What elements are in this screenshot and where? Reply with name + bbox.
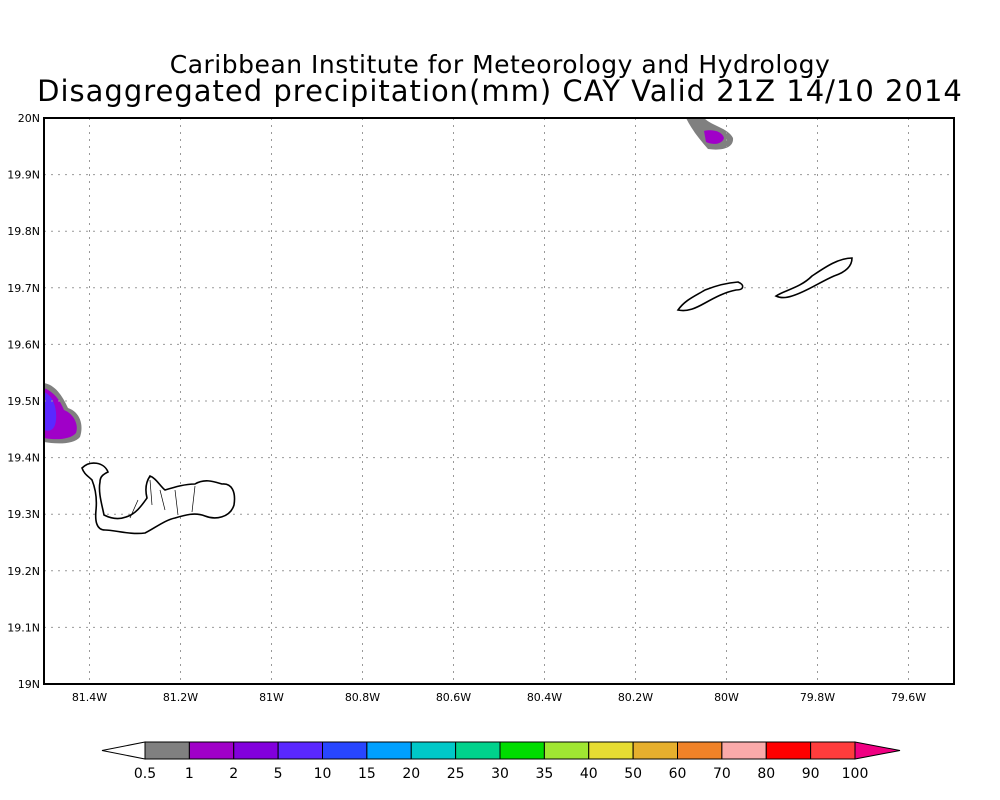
colorbar-label: 50 (624, 766, 642, 782)
colorbar-box (765, 741, 812, 760)
colorbar-label: 5 (274, 766, 283, 782)
colorbar-box (543, 741, 590, 760)
colorbar-box (188, 741, 235, 760)
lat-tick-label: 20N (18, 112, 40, 125)
map-subtitle: Disaggregated precipitation(mm) CAY Vali… (37, 74, 963, 108)
colorbar-label: 40 (580, 766, 598, 782)
lon-tick-label: 80.8W (345, 691, 380, 704)
colorbar-label: 0.5 (134, 766, 156, 782)
colorbar-label: 90 (802, 766, 820, 782)
lat-tick-label: 19.5N (7, 395, 40, 408)
lat-tick-label: 19.8N (7, 225, 40, 238)
lat-tick-label: 19.3N (7, 508, 40, 521)
colorbar-label: 2 (229, 766, 238, 782)
colorbar-box (588, 741, 634, 760)
lon-tick-label: 80.4W (527, 691, 562, 704)
colorbar-box (721, 741, 767, 760)
colorbar-label: 30 (491, 766, 509, 782)
colorbar-label: 60 (669, 766, 687, 782)
colorbar-label: 25 (447, 766, 465, 782)
lon-tick-label: 81W (259, 691, 284, 704)
lon-tick-label: 81.2W (163, 691, 198, 704)
colorbar-box (810, 741, 856, 760)
lat-tick-label: 19.9N (7, 169, 40, 182)
lon-tick-label: 79.6W (891, 691, 926, 704)
district-boundaries (129, 479, 196, 519)
colorbar-box (366, 741, 412, 760)
colorbar-box (410, 741, 457, 760)
lat-tick-label: 19.1N (7, 621, 40, 634)
colorbar-label: 100 (842, 766, 869, 782)
colorbar-label: 35 (535, 766, 553, 782)
lon-tick-label: 79.8W (800, 691, 835, 704)
map-frame (43, 117, 955, 685)
institute-title: Caribbean Institute for Meteorology and … (169, 50, 831, 79)
colorbar-label: 10 (314, 766, 332, 782)
lon-tick-label: 81.4W (72, 691, 107, 704)
colorbar-box (632, 741, 678, 760)
lat-tick-label: 19.6N (7, 338, 40, 351)
lat-tick-label: 19.7N (7, 282, 40, 295)
lon-tick-label: 80.2W (618, 691, 653, 704)
grand-cayman-island (81, 462, 236, 535)
colorbar-label: 15 (358, 766, 376, 782)
colorbar-box (144, 741, 190, 760)
colorbar-over-triangle (854, 741, 901, 760)
precip-area-blue (44, 392, 57, 431)
colorbar-label: 70 (713, 766, 731, 782)
colorbar-label: 20 (402, 766, 420, 782)
colorbar-under-triangle (101, 741, 146, 760)
lon-tick-label: 80.6W (436, 691, 471, 704)
precip-area-purple (704, 130, 724, 144)
lat-tick-label: 19.4N (7, 452, 40, 465)
little-cayman-island (676, 281, 744, 312)
lat-tick-label: 19.2N (7, 565, 40, 578)
lon-tick-label: 80W (714, 691, 739, 704)
colorbar-box (677, 741, 723, 760)
colorbar-label: 80 (757, 766, 775, 782)
colorbar-label: 1 (185, 766, 194, 782)
colorbar-box (322, 741, 368, 760)
cayman-brac-island (774, 257, 853, 299)
colorbar-box (277, 741, 323, 760)
colorbar-box (499, 741, 545, 760)
colorbar-box (455, 741, 501, 760)
colorbar-box (233, 741, 279, 760)
lat-tick-label: 19N (18, 678, 40, 691)
